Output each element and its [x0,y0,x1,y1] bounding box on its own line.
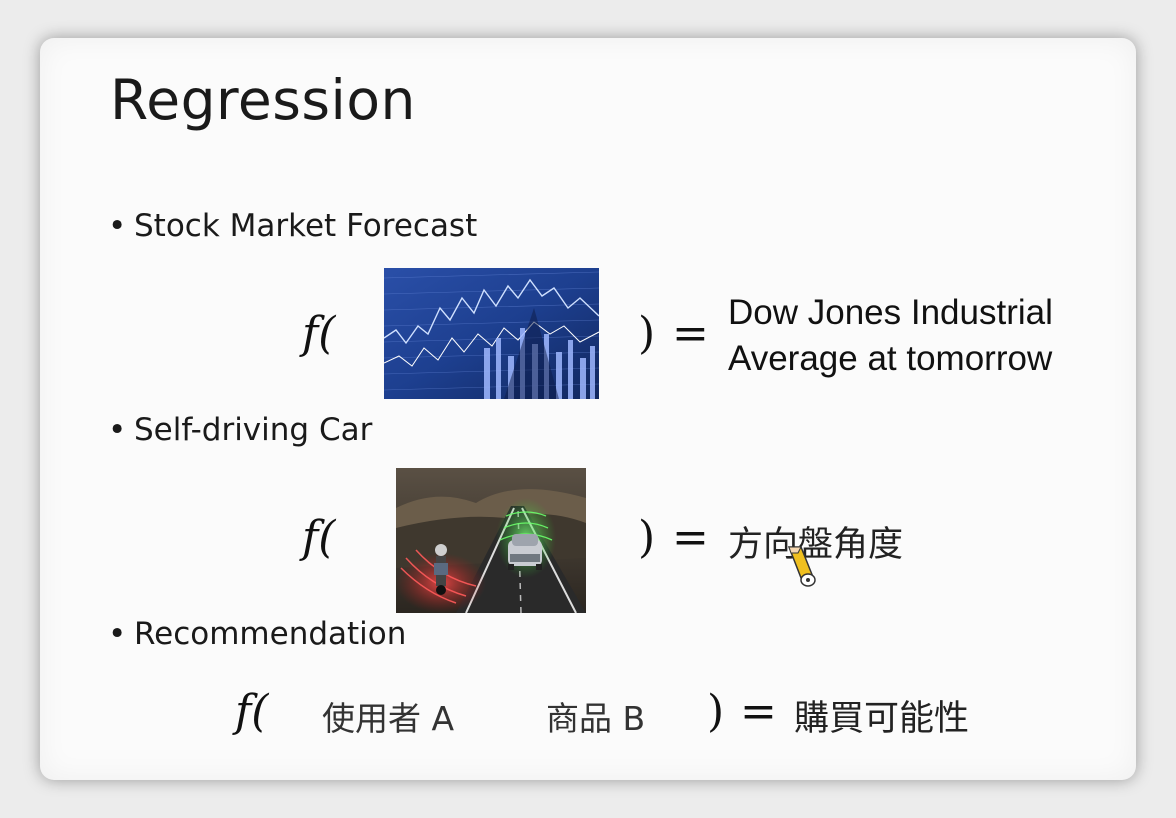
bullet-dot: • [108,208,127,244]
bullet-label: Self-driving Car [134,412,373,448]
self-driving-car-image [396,468,586,613]
recommendation-input-item: 商品 B [546,699,646,738]
function-open: f( [302,512,336,563]
pencil-cursor-icon [785,543,819,589]
bullet-label: Stock Market Forecast [134,208,478,244]
function-open: f( [302,308,336,359]
bullet-stock: • Stock Market Forecast [108,208,477,244]
equals-sign: = [672,308,709,359]
car-output: 方向盤角度 [728,525,904,565]
slide: Regression • Stock Market Forecast f( [40,38,1136,780]
equals-sign: = [672,512,709,563]
function-close: ) [638,308,656,359]
function-open: f( [235,686,269,737]
stock-output-line1: Dow Jones Industrial [728,293,1053,332]
stock-output: Dow Jones Industrial Average at tomorrow [728,290,1053,382]
bullet-dot: • [108,616,127,652]
bullet-dot: • [108,412,127,448]
stock-output-line2: Average at tomorrow [728,339,1053,378]
stock-chart-image [384,268,599,399]
bullet-self-driving: • Self-driving Car [108,412,372,448]
recommendation-input-user: 使用者 A [322,699,455,738]
equals-sign: = [740,686,777,737]
recommendation-output: 購買可能性 [794,699,970,739]
function-close: ) [707,686,725,737]
function-close: ) [638,512,656,563]
bullet-recommendation: • Recommendation [108,616,406,652]
bullet-label: Recommendation [134,616,407,652]
slide-title: Regression [110,68,416,132]
